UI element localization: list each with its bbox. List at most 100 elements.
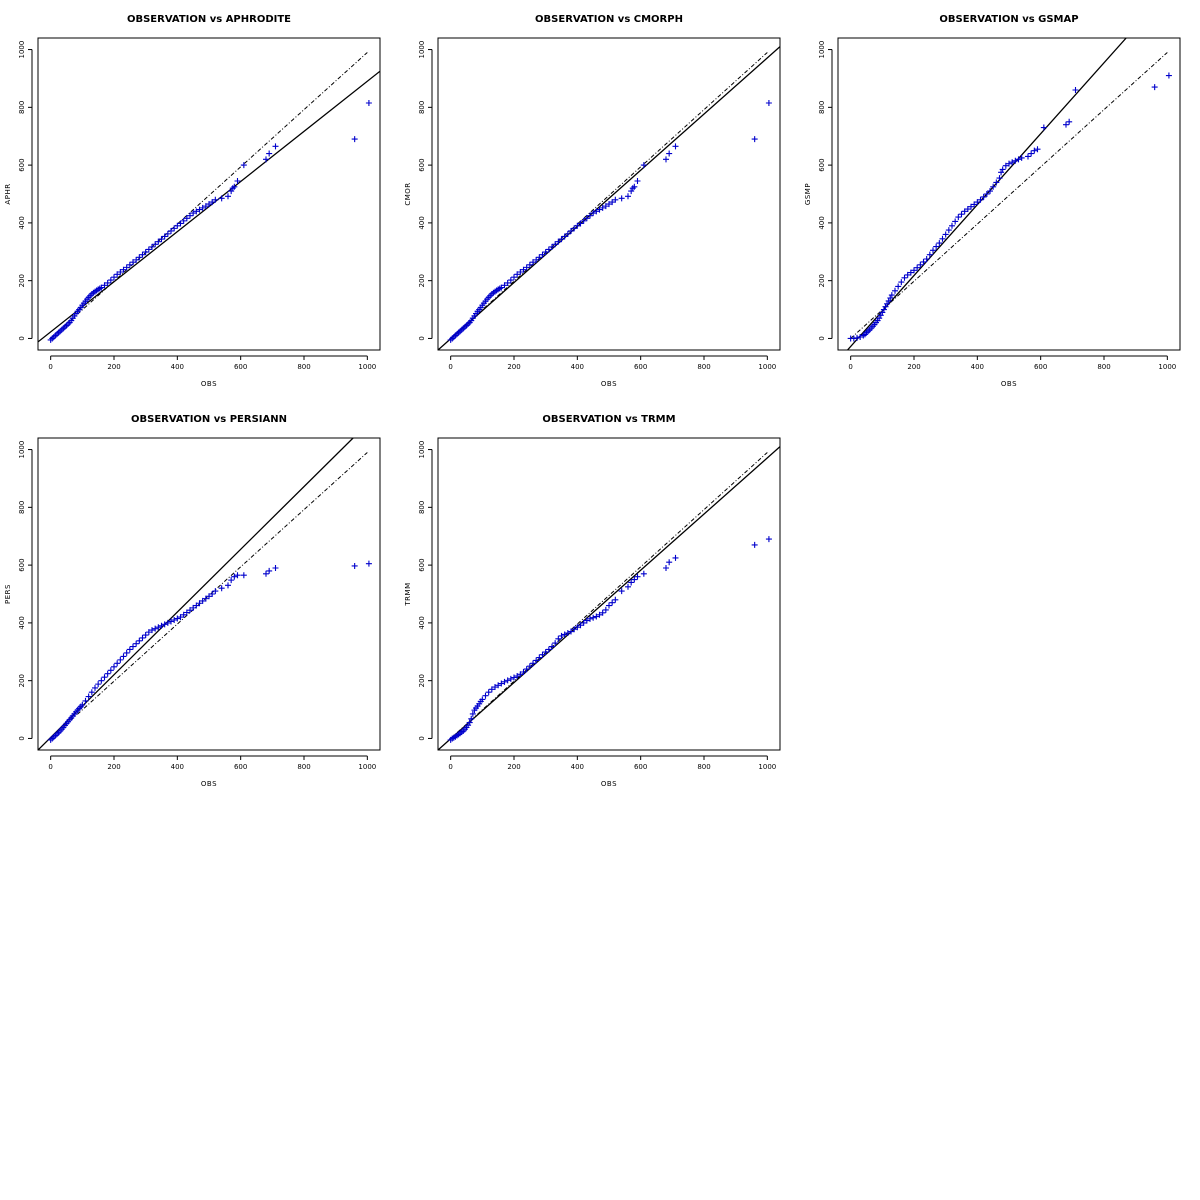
data-point [602,606,609,613]
data-point [1012,157,1019,164]
data-point [618,195,625,202]
data-point [1015,156,1022,163]
data-point [663,156,669,163]
data-point [561,631,568,638]
data-point [136,637,143,644]
y-tick-label: 800 [18,501,26,514]
y-tick-label: 400 [818,216,826,229]
y-tick-label: 600 [18,158,26,171]
data-point [558,236,565,243]
data-point [266,150,273,157]
x-tick-label: 400 [571,763,584,771]
y-tick-label: 600 [418,558,426,571]
data-point [209,199,216,206]
y-tick-label: 1000 [418,41,426,59]
data-point [964,206,971,213]
data-point [126,261,133,268]
x-tick-label: 1000 [758,763,776,771]
data-point [523,264,530,271]
data-point [583,617,590,624]
plot-frame [437,437,781,751]
data-point [564,630,571,636]
reference-line [50,52,368,339]
data-point [469,710,476,717]
data-point [901,274,908,281]
data-point [920,258,927,265]
y-axis-label: PERS [4,584,12,604]
x-tick-label: 0 [448,763,452,771]
x-axis: 0 200 400 600 800 1000 OBS [448,355,776,388]
fit-line [38,438,354,750]
y-tick-label: 800 [418,101,426,114]
data-point [225,193,231,200]
data-point [145,246,152,253]
data-point [942,231,949,238]
data-point [545,646,552,653]
data-point [590,614,597,621]
data-point [88,689,95,696]
y-tick-label: 400 [18,216,26,229]
data-point [917,261,924,268]
y-axis-label: CMOR [404,182,412,205]
y-axis: 0 200 400 600 800 1000 APHR [4,41,33,341]
data-point [120,653,127,660]
data-point [85,693,92,700]
data-point [180,611,187,618]
x-axis: 0 200 400 600 800 1000 OBS [48,755,376,788]
data-point [485,689,492,696]
data-point [672,143,679,150]
data-point [187,607,193,614]
data-point [466,719,473,726]
data-point [571,626,578,633]
y-tick-label: 0 [418,336,426,340]
data-points [847,72,1172,342]
data-point [98,284,105,291]
data-point [501,282,508,289]
data-point [666,150,673,157]
data-point [495,682,502,689]
panel-pers: OBSERVATION vs PERSIANN 0 200 400 600 800 1000… [4,414,381,788]
data-point [599,204,606,211]
y-tick-label: 600 [818,158,826,171]
data-point [999,166,1006,173]
data-point [101,674,108,681]
data-point [199,204,206,211]
data-point [142,632,149,639]
x-tick-label: 400 [971,363,984,371]
figure: OBSERVATION vs APHRODITE 0 200 400 600 800 100… [4,14,1181,788]
data-point [117,269,124,275]
y-tick-label: 200 [18,274,26,287]
data-point [663,565,669,571]
y-tick-label: 600 [418,158,426,171]
x-axis: 0 200 400 600 800 1000 OBS [448,755,776,788]
data-points [47,560,372,743]
data-point [517,671,524,678]
data-point [104,279,111,286]
y-tick-label: 200 [418,674,426,687]
data-point [577,220,584,227]
plot-lines [438,46,780,350]
data-point [574,222,581,229]
data-point [168,227,174,234]
data-point [228,577,235,584]
data-point [612,196,619,203]
data-point [234,572,241,579]
y-tick-label: 1000 [18,41,26,59]
data-point [130,643,136,650]
data-point [79,701,86,708]
data-point [507,675,514,682]
data-point [174,222,181,229]
data-point [117,656,124,663]
data-point [549,643,555,650]
data-point [98,677,105,684]
data-point [631,183,638,190]
data-point [206,201,212,208]
data-point [552,640,559,647]
data-point [504,677,511,684]
data-point [479,696,486,703]
y-axis: 0 200 400 600 800 1000 CMOR [404,41,433,341]
data-point [193,602,200,609]
x-tick-label: 800 [697,363,710,371]
x-axis-label: OBS [201,780,217,788]
data-point [926,251,933,258]
